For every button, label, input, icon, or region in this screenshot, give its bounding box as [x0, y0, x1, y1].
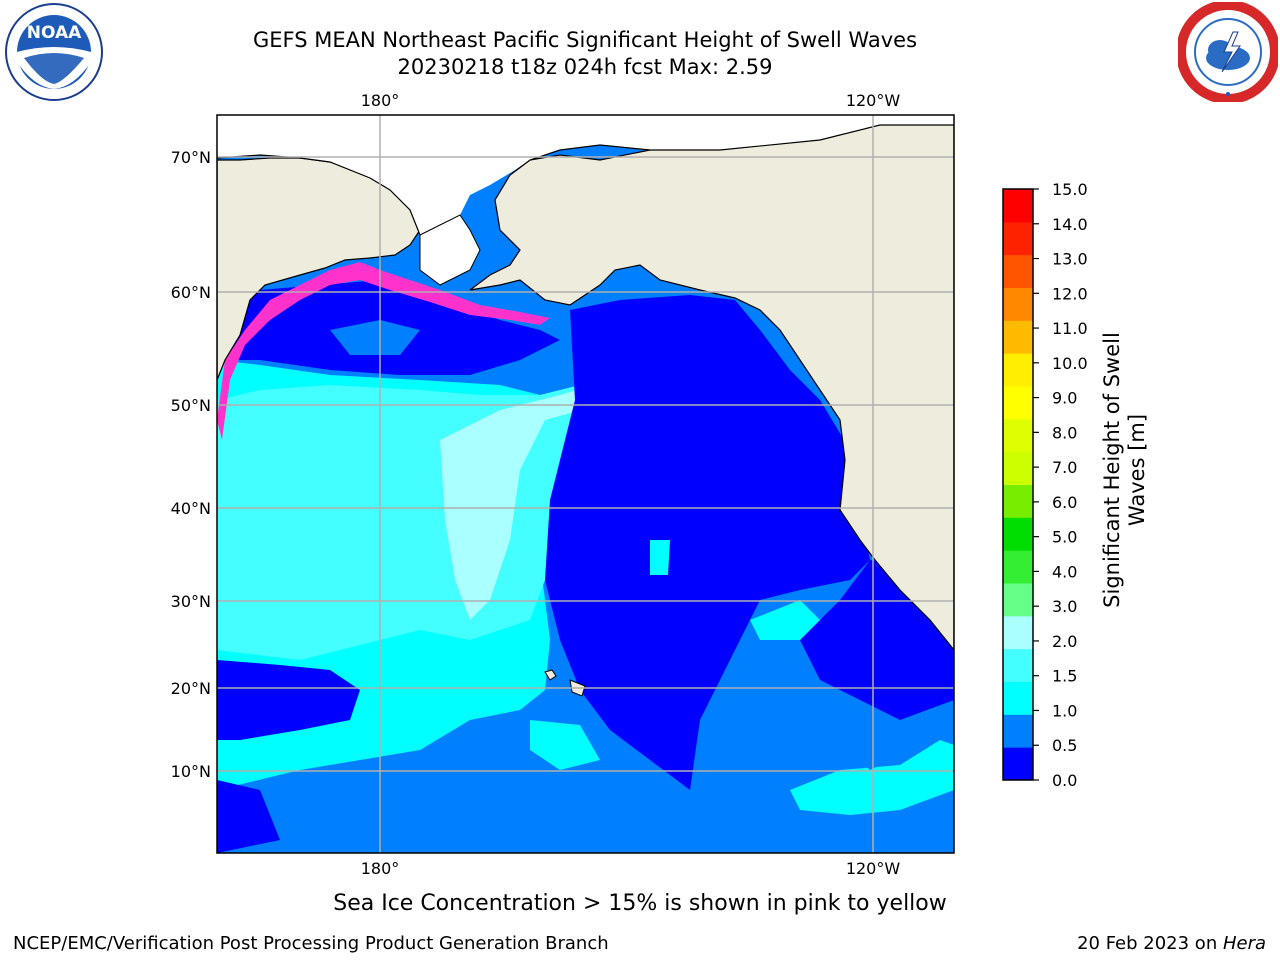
lat-label-50n: 50°N	[171, 396, 211, 415]
colorbar-tick-label: 6.0	[1052, 493, 1077, 512]
colorbar-segment	[1003, 550, 1033, 584]
lat-label-40n: 40°N	[171, 499, 211, 518]
colorbar-segment	[1003, 451, 1033, 485]
lat-label-70n: 70°N	[171, 148, 211, 167]
colorbar-segment	[1003, 353, 1033, 387]
colorbar-tick-label: 5.0	[1052, 528, 1077, 547]
colorbar-segment	[1003, 714, 1033, 748]
colorbar-tick-label: 3.0	[1052, 597, 1077, 616]
colorbar-segment	[1003, 254, 1033, 288]
colorbar	[1003, 189, 1033, 781]
map-subtitle: 20230218 t18z 024h fcst Max: 2.59	[397, 55, 773, 79]
swell-0.5-1.0-bering	[330, 320, 420, 355]
colorbar-tick-label: 15.0	[1052, 180, 1088, 199]
lon-label-top-180: 180°	[361, 91, 400, 110]
colorbar-tick-label: 9.0	[1052, 389, 1077, 408]
footer-date: 20 Feb 2023 on Hera	[1077, 933, 1266, 954]
colorbar-tick-label: 1.5	[1052, 667, 1077, 686]
lon-label-bottom-180: 180°	[361, 859, 400, 878]
land-siberia	[217, 115, 421, 381]
swell-patch-1	[750, 600, 820, 640]
swell-0.0-0.5-east	[545, 295, 870, 790]
colorbar-tick-label: 7.0	[1052, 458, 1077, 477]
colorbar-ticks: 15.0 14.0 13.0 12.0 11.0 10.0 9.0 8.0 7.0 6.0 5.0 4…	[1033, 180, 1088, 790]
map-title: GEFS MEAN Northeast Pacific Significant …	[252, 28, 918, 52]
lat-label-20n: 20°N	[171, 679, 211, 698]
sea-ice-edge	[217, 262, 550, 440]
sea-ice-caption: Sea Ice Concentration > 15% is shown in …	[333, 891, 947, 916]
lat-label-60n: 60°N	[171, 283, 211, 302]
colorbar-segment	[1003, 320, 1033, 354]
siberia-coastline	[217, 154, 421, 236]
hawaii-islands	[544, 669, 557, 681]
lat-label-30n: 30°N	[171, 592, 211, 611]
map-frame	[216, 114, 955, 854]
colorbar-segment	[1003, 189, 1033, 223]
swell-patch-2	[790, 740, 954, 815]
colorbar-tick-label: 14.0	[1052, 215, 1088, 234]
footer-date-text: 20 Feb 2023 on	[1077, 933, 1223, 954]
swell-0.0-0.5-southwest-edge	[217, 780, 280, 853]
colorbar-segment	[1003, 386, 1033, 420]
noaa-logo: NOAA	[4, 2, 104, 106]
colorbar-tick-label: 0.5	[1052, 736, 1077, 755]
colorbar-segment	[1003, 221, 1033, 256]
colorbar-tick-label: 12.0	[1052, 284, 1088, 303]
colorbar-segment	[1003, 583, 1033, 617]
colorbar-segment	[1003, 418, 1033, 453]
noaa-logo-text: NOAA	[27, 23, 82, 43]
colorbar-tick-label: 1.0	[1052, 701, 1077, 720]
lon-label-top-120w: 120°W	[846, 91, 901, 110]
colorbar-segment	[1003, 615, 1033, 650]
footer-host: Hera	[1222, 933, 1266, 954]
nws-logo	[1176, 0, 1280, 106]
colorbar-segment	[1003, 648, 1033, 682]
colorbar-tick-label: 4.0	[1052, 562, 1077, 581]
lat-label-10n: 10°N	[171, 762, 211, 781]
colorbar-tick-label: 2.0	[1052, 632, 1077, 651]
colorbar-tick-label: 8.0	[1052, 423, 1077, 442]
colorbar-tick-label: 13.0	[1052, 250, 1088, 269]
swell-patch-5	[840, 735, 900, 770]
swell-patch-3	[530, 720, 600, 770]
swell-2.0-3.0	[440, 365, 680, 620]
colorbar-tick-label: 11.0	[1052, 319, 1088, 338]
map-field	[217, 115, 954, 853]
colorbar-tick-label: 0.0	[1052, 771, 1077, 790]
lon-label-bottom-120w: 120°W	[846, 859, 901, 878]
bering-strait-ice	[419, 214, 481, 286]
colorbar-label: Significant Height of Swell Waves [m]	[1100, 332, 1149, 608]
swell-patch-4	[650, 540, 670, 575]
colorbar-tick-label: 10.0	[1052, 354, 1088, 373]
colorbar-frame	[1002, 188, 1034, 781]
colorbar-segment	[1003, 517, 1033, 551]
colorbar-segment	[1003, 681, 1033, 715]
swell-0.0-0.5-southwest	[217, 660, 360, 740]
footer-credit: NCEP/EMC/Verification Post Processing Pr…	[13, 933, 609, 954]
colorbar-segment	[1003, 747, 1033, 781]
colorbar-segment	[1003, 287, 1033, 321]
colorbar-segment	[1003, 484, 1033, 518]
graticule	[217, 115, 954, 853]
